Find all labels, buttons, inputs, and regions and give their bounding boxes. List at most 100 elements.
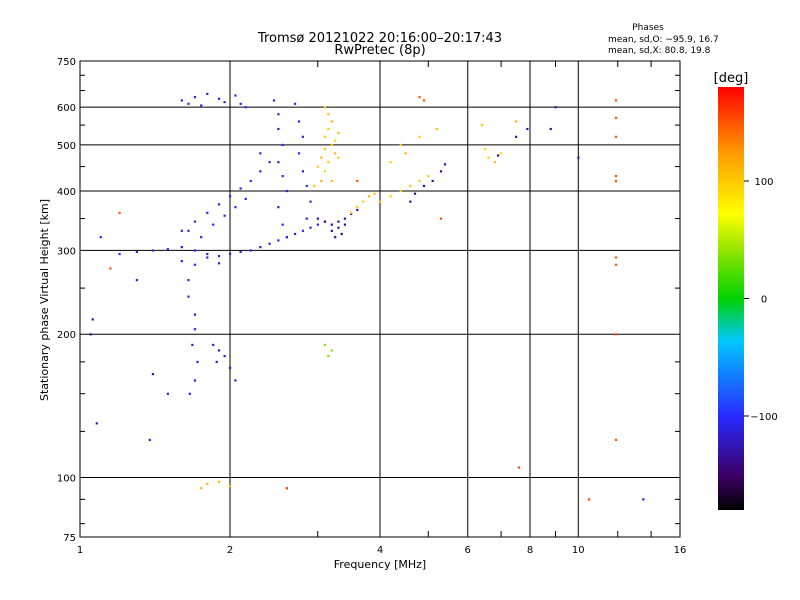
data-point bbox=[234, 94, 237, 97]
chart-title: Tromsø 20121022 20:16:00–20:17:43 bbox=[257, 31, 502, 46]
data-point bbox=[422, 99, 426, 102]
data-point bbox=[487, 156, 490, 159]
x-tick-label-16: 16 bbox=[674, 545, 687, 556]
data-point bbox=[330, 143, 333, 147]
data-point bbox=[285, 236, 288, 239]
data-point bbox=[323, 147, 327, 151]
chart-subtitle: RwPretec (8p) bbox=[334, 43, 425, 58]
data-point bbox=[297, 152, 301, 155]
data-point bbox=[268, 242, 271, 245]
data-points bbox=[89, 92, 645, 501]
data-point bbox=[334, 139, 337, 142]
data-point bbox=[193, 379, 197, 382]
x-axis-ticks: 1 2 4 6 8 10 16 bbox=[77, 61, 687, 556]
data-point bbox=[187, 229, 190, 232]
data-point bbox=[356, 206, 359, 209]
data-point bbox=[193, 263, 197, 266]
colorbar-ticks: 100 0 −100 bbox=[744, 177, 778, 423]
data-point bbox=[356, 179, 359, 183]
data-point bbox=[334, 236, 337, 239]
data-point bbox=[206, 92, 209, 95]
y-tick-label-300: 300 bbox=[57, 246, 76, 257]
data-point bbox=[95, 422, 98, 425]
y-axis-ticks: 75 100 200 300 400 500 600 750 bbox=[57, 57, 680, 544]
data-point bbox=[362, 200, 365, 203]
data-point bbox=[337, 220, 340, 223]
x-tick-label-8: 8 bbox=[527, 545, 533, 556]
data-point bbox=[327, 161, 330, 164]
data-point bbox=[517, 466, 521, 469]
data-point bbox=[320, 179, 323, 183]
data-point bbox=[350, 212, 353, 216]
data-point bbox=[193, 220, 197, 223]
data-point bbox=[200, 487, 203, 490]
data-point bbox=[200, 104, 203, 107]
data-point bbox=[309, 226, 312, 229]
data-point bbox=[327, 355, 330, 358]
colorbar-label: [deg] bbox=[714, 71, 749, 86]
data-point bbox=[180, 260, 183, 263]
y-tick-label-100: 100 bbox=[57, 474, 76, 485]
data-point bbox=[343, 223, 347, 226]
data-point bbox=[196, 360, 199, 364]
data-point bbox=[435, 127, 438, 131]
data-point bbox=[223, 101, 226, 104]
y-tick-label-400: 400 bbox=[57, 187, 76, 198]
x-tick-label-4: 4 bbox=[377, 545, 383, 556]
data-point bbox=[379, 200, 382, 203]
data-point bbox=[301, 229, 305, 232]
data-point bbox=[614, 116, 618, 119]
data-point bbox=[305, 217, 308, 220]
data-point bbox=[549, 127, 552, 131]
phases-line-x: mean, sd,X: 80.8, 19.8 bbox=[608, 46, 711, 56]
data-point bbox=[135, 250, 138, 254]
data-point bbox=[554, 106, 557, 109]
data-point bbox=[285, 189, 288, 193]
data-point bbox=[206, 256, 209, 259]
data-point bbox=[301, 135, 305, 138]
data-point bbox=[281, 223, 284, 226]
data-point bbox=[249, 179, 252, 183]
data-point bbox=[422, 184, 426, 188]
phases-title: Phases bbox=[632, 23, 664, 33]
data-point bbox=[166, 248, 169, 251]
data-point bbox=[99, 236, 102, 239]
data-point bbox=[249, 249, 252, 252]
data-point bbox=[496, 154, 500, 157]
data-point bbox=[151, 373, 155, 376]
data-point bbox=[409, 184, 412, 188]
data-point bbox=[323, 343, 327, 347]
data-point bbox=[135, 279, 138, 282]
data-point bbox=[343, 217, 347, 220]
colorbar-tick-label--100: −100 bbox=[750, 412, 777, 423]
data-point bbox=[614, 99, 618, 102]
data-point bbox=[244, 197, 247, 201]
data-point bbox=[166, 392, 169, 395]
data-point bbox=[337, 131, 340, 134]
data-point bbox=[399, 143, 402, 147]
data-point bbox=[193, 96, 197, 99]
data-point bbox=[367, 195, 371, 198]
data-point bbox=[118, 252, 121, 256]
data-point bbox=[148, 438, 151, 442]
data-point bbox=[118, 211, 121, 214]
data-point bbox=[200, 236, 203, 239]
data-point bbox=[439, 170, 443, 173]
data-point bbox=[587, 498, 591, 501]
data-point bbox=[418, 179, 421, 183]
data-point bbox=[323, 220, 327, 223]
data-point bbox=[293, 102, 297, 105]
data-point bbox=[206, 482, 209, 486]
data-point bbox=[109, 267, 112, 270]
data-point bbox=[188, 392, 191, 395]
data-point bbox=[212, 223, 215, 226]
data-point bbox=[281, 143, 284, 147]
y-tick-label-75: 75 bbox=[63, 533, 76, 544]
data-point bbox=[404, 152, 407, 155]
data-point bbox=[515, 120, 518, 123]
data-point bbox=[217, 203, 221, 206]
data-point bbox=[259, 170, 262, 173]
data-point bbox=[484, 147, 487, 151]
data-point bbox=[316, 223, 319, 226]
